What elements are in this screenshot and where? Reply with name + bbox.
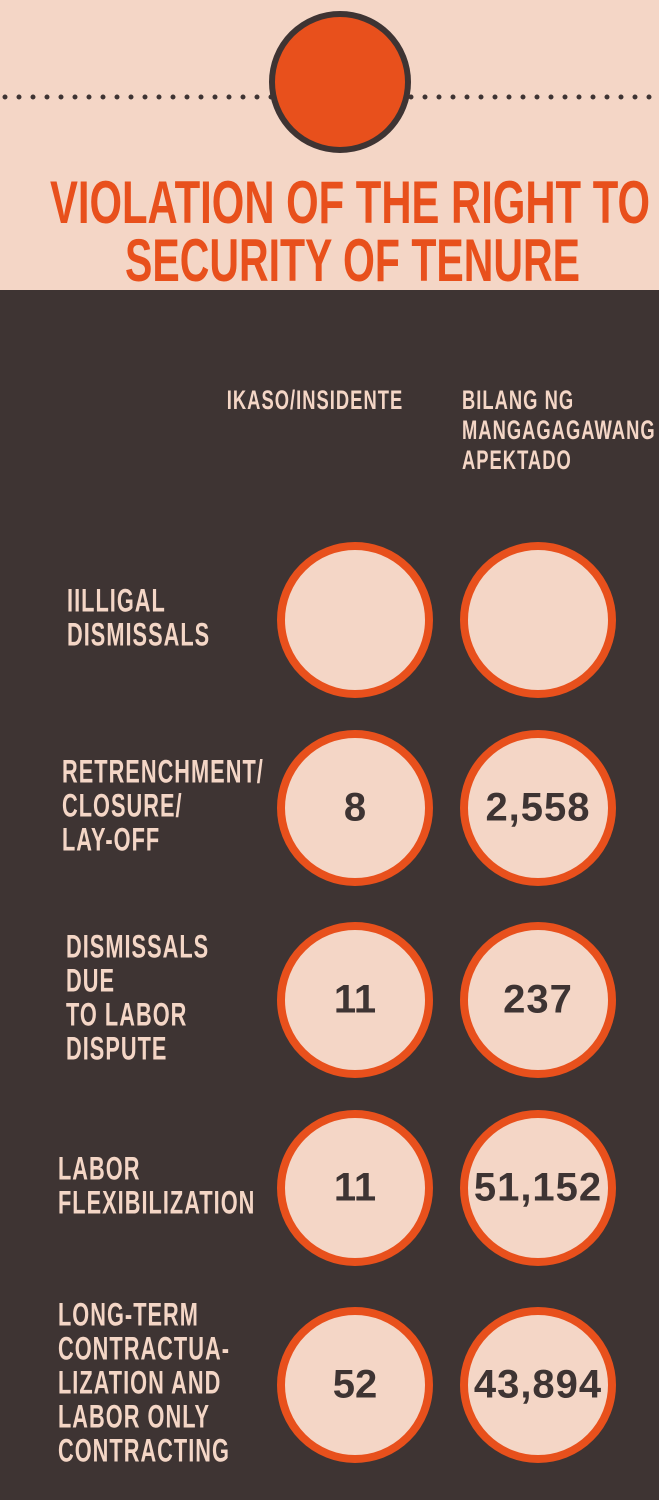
incidents-circle: [277, 542, 433, 698]
incidents-circle: [277, 730, 433, 886]
row-label: FLEXIBILIZATION: [58, 1184, 255, 1220]
workers-circle: [460, 1307, 616, 1463]
workers-value: 51,152: [474, 1166, 602, 1210]
row-label: LABOR ONLY: [58, 1398, 210, 1434]
workers-circle: [460, 542, 616, 698]
workers-value: 237: [503, 978, 573, 1022]
row-label: CLOSURE/: [62, 787, 183, 823]
row-label: IILLIGAL: [67, 582, 166, 618]
title-line: SECURITY OF TENURE: [125, 227, 580, 294]
column-header: BILANG NG: [462, 385, 574, 415]
column-header: IKASO/INSIDENTE: [227, 385, 403, 415]
incidents-value: 11: [334, 1166, 376, 1210]
header-circle: [269, 11, 411, 153]
row-label: LIZATION AND: [58, 1364, 221, 1400]
row-label: DUE: [66, 962, 115, 998]
row-label: DISPUTE: [66, 1030, 167, 1066]
incidents-value: 11: [334, 978, 376, 1022]
row-label: RETRENCHMENT/: [62, 753, 264, 789]
workers-circle: [460, 922, 616, 1078]
workers-circle: [460, 1110, 616, 1266]
body-band: [0, 290, 659, 1500]
row-label: LONG-TERM: [58, 1296, 199, 1332]
row-label: LABOR: [58, 1150, 140, 1186]
workers-circle: [460, 730, 616, 886]
row-label: DISMISSALS: [67, 616, 210, 652]
row-label: DISMISSALS: [66, 928, 209, 964]
title-line: VIOLATION OF THE RIGHT TO: [50, 169, 650, 236]
row-label: CONTRACTING: [58, 1432, 230, 1468]
workers-value: 43,894: [474, 1363, 602, 1407]
column-header: APEKTADO: [462, 445, 572, 475]
row-label: CONTRACTUA-: [58, 1330, 230, 1366]
row-label: LAY-OFF: [62, 821, 160, 857]
row-label: TO LABOR: [66, 996, 187, 1032]
incidents-value: 8: [344, 786, 366, 830]
incidents-circle: [277, 1110, 433, 1266]
incidents-value: 52: [333, 1363, 378, 1407]
workers-value: 2,558: [485, 786, 590, 830]
incidents-circle: [277, 1307, 433, 1463]
incidents-circle: [277, 922, 433, 1078]
column-header: MANGAGAGAWANG: [462, 415, 656, 445]
